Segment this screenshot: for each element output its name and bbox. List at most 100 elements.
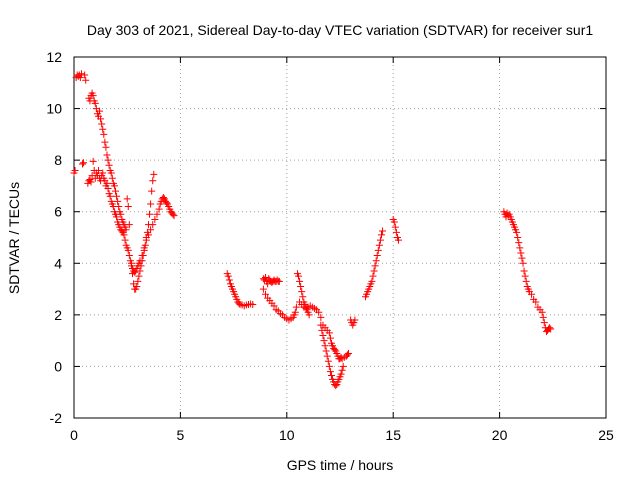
data-point — [99, 169, 107, 177]
x-tick-label: 20 — [492, 427, 508, 443]
y-tick-label: 10 — [46, 101, 62, 117]
data-point — [249, 301, 257, 309]
data-point — [125, 221, 133, 229]
data-point — [103, 151, 111, 159]
data-point — [118, 227, 126, 235]
data-point — [376, 236, 384, 244]
data-point — [106, 192, 114, 200]
data-point — [374, 246, 382, 254]
data-point — [147, 226, 155, 234]
data-point — [370, 267, 378, 275]
data-point — [142, 236, 150, 244]
data-point — [134, 277, 142, 285]
data-point — [104, 185, 112, 193]
data-point — [124, 203, 132, 211]
data-point — [292, 303, 300, 311]
data-point — [104, 156, 112, 164]
data-point — [117, 210, 125, 218]
data-point — [113, 213, 121, 221]
data-point — [115, 203, 123, 211]
data-point — [351, 316, 359, 324]
data-point — [125, 252, 133, 260]
data-point — [327, 371, 335, 379]
data-point — [124, 246, 132, 254]
data-point — [324, 357, 332, 365]
data-point — [331, 346, 339, 354]
data-point — [516, 244, 524, 252]
data-point — [146, 210, 154, 218]
data-point — [392, 228, 400, 236]
data-point — [514, 234, 522, 241]
data-point — [323, 352, 331, 360]
data-point — [259, 285, 267, 293]
data-point — [111, 187, 119, 195]
data-point — [395, 236, 403, 244]
data-point — [322, 347, 330, 355]
x-tick-label: 10 — [279, 427, 295, 443]
data-point — [539, 313, 547, 321]
data-point — [368, 277, 376, 285]
data-point — [235, 299, 243, 307]
y-tick-label: 6 — [54, 204, 62, 220]
data-point — [99, 125, 107, 133]
data-point — [100, 130, 108, 138]
data-point — [319, 331, 327, 339]
data-point — [325, 362, 333, 370]
data-point — [262, 273, 270, 281]
data-point — [326, 334, 334, 342]
data-point — [140, 244, 148, 252]
data-point — [299, 293, 307, 301]
data-point — [123, 195, 131, 203]
data-point — [135, 272, 143, 280]
data-point — [538, 308, 546, 316]
data-point — [515, 239, 523, 247]
data-point — [317, 313, 325, 321]
data-point — [391, 223, 399, 231]
data-point — [379, 227, 387, 235]
x-tick-label: 25 — [598, 427, 614, 443]
data-point — [321, 342, 329, 350]
data-point — [518, 254, 526, 262]
grid — [74, 57, 606, 418]
data-point — [532, 298, 540, 306]
data-point — [144, 231, 152, 239]
data-point — [97, 115, 105, 123]
data-point — [390, 218, 398, 226]
data-point — [338, 366, 346, 374]
y-tick-label: 2 — [54, 307, 62, 323]
data-point — [96, 107, 104, 115]
data-point — [113, 192, 121, 200]
data-point — [320, 337, 328, 345]
data-point — [122, 226, 130, 234]
data-point — [343, 351, 351, 359]
data-point — [325, 329, 333, 337]
data-point — [332, 382, 340, 390]
data-point — [326, 368, 334, 376]
data-point — [89, 157, 97, 165]
data-point — [377, 231, 385, 239]
data-point — [520, 267, 528, 275]
data-point — [297, 282, 305, 290]
data-point — [225, 276, 233, 284]
data-point — [315, 308, 323, 316]
data-point — [138, 252, 146, 260]
data-point — [89, 92, 97, 100]
data-point — [155, 205, 163, 213]
data-point — [107, 169, 115, 177]
y-tick-label: 4 — [54, 255, 62, 271]
data-point — [170, 212, 178, 220]
data-point — [108, 174, 116, 182]
data-point — [110, 182, 118, 190]
data-point — [79, 160, 87, 168]
y-tick-label: 12 — [46, 49, 62, 65]
data-point — [540, 319, 548, 327]
data-point — [291, 308, 299, 316]
data-point — [133, 282, 141, 290]
data-point — [150, 170, 158, 178]
data-point — [153, 210, 161, 218]
data-point — [71, 166, 79, 174]
data-point — [298, 288, 306, 296]
data-point — [151, 215, 159, 223]
data-point — [149, 177, 157, 185]
